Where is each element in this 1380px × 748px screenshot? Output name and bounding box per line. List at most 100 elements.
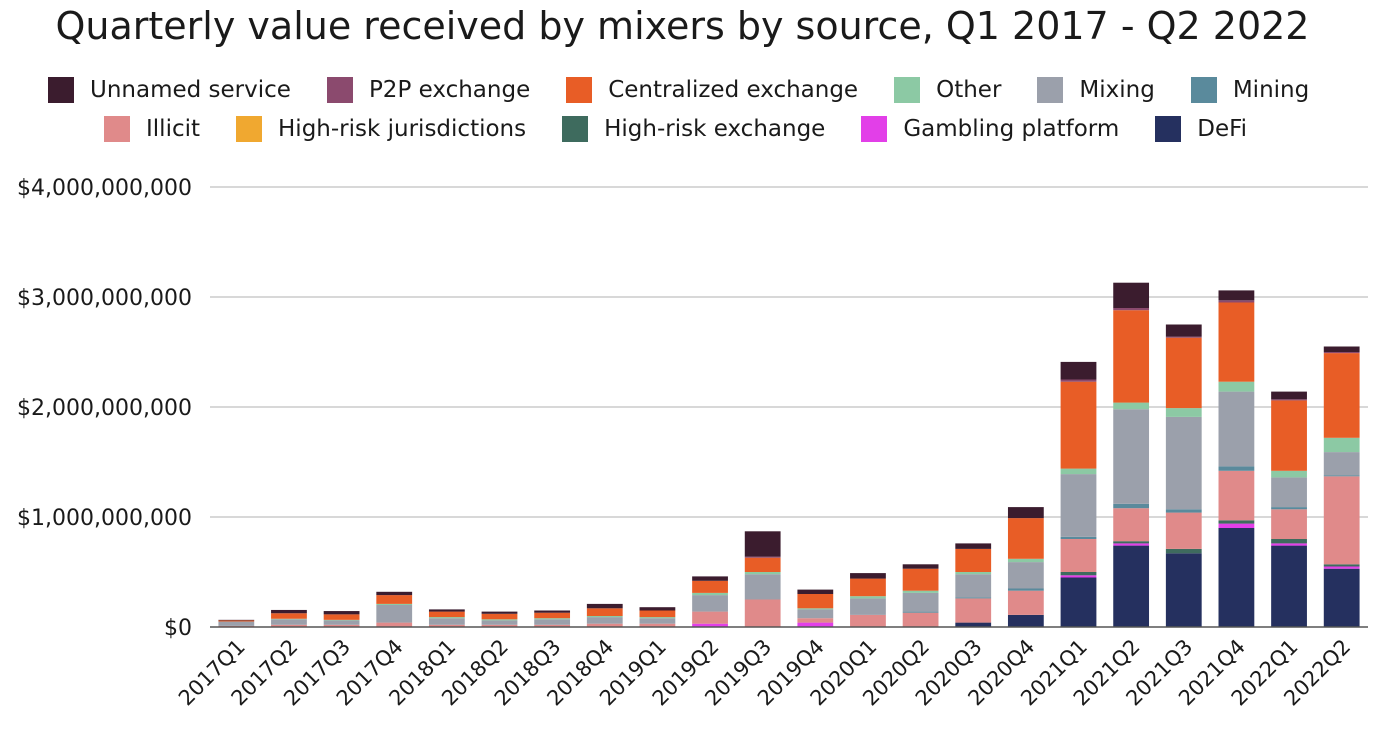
bar-segment-mixing [1165, 416, 1202, 510]
bar-segment-gambling-platform [1218, 523, 1255, 528]
legend-item-centralized-exchange: Centralized exchange [566, 77, 858, 103]
bar-segment-mining [1060, 536, 1097, 539]
bar-segment-centralized-exchange [1271, 400, 1307, 471]
bar-segment-unnamed-service [376, 591, 413, 596]
bar-segment-unnamed-service [323, 611, 360, 615]
bar-segment-mixing [323, 620, 360, 625]
bar-segment-defi [1323, 568, 1360, 627]
legend-label: Gambling platform [903, 116, 1120, 142]
bar-segment-unnamed-service [1271, 391, 1307, 400]
y-axis: $0 $1,000,000,000 $2,000,000,000 $3,000,000… [17, 176, 192, 641]
bar-stack-2021q2 [1113, 282, 1150, 627]
bar-segment-illicit [744, 599, 781, 627]
bar-stack-2020q1 [850, 573, 886, 627]
bar-segment-unnamed-service [534, 610, 571, 613]
y-tick-label: $2,000,000,000 [17, 396, 192, 421]
bar-segment-high-risk-exchange [1113, 541, 1150, 544]
bar-stack-2018q3 [534, 610, 571, 627]
bar-segment-other [586, 616, 623, 618]
bar-segment-unnamed-service [692, 576, 728, 581]
bar-stack-2020q3 [955, 543, 992, 627]
bar-segment-other [376, 603, 413, 605]
bar-stack-2019q1 [639, 607, 676, 627]
bar-segment-unnamed-service [797, 589, 834, 594]
legend-row: Unnamed service P2P exchange Centralized e… [48, 77, 1345, 103]
bar-stack-2022q1 [1271, 391, 1307, 627]
legend-swatch [326, 77, 353, 103]
bar-segment-mixing [586, 617, 623, 624]
bar-segment-mining [1271, 507, 1307, 510]
legend-swatch [562, 116, 589, 142]
bar-segment-centralized-exchange [850, 578, 886, 597]
bar-segment-centralized-exchange [1218, 302, 1255, 382]
bar-segment-other [323, 619, 360, 621]
bar-segment-gambling-platform [797, 622, 834, 627]
bar-segment-mining [1218, 466, 1255, 471]
legend-item-gambling-platform: Gambling platform [861, 116, 1119, 142]
bar-segment-mixing [639, 618, 676, 624]
bar-segment-illicit [955, 598, 992, 623]
bar-segment-illicit [1165, 512, 1202, 549]
legend-label: P2P exchange [368, 77, 531, 103]
bar-stack-2019q3 [744, 531, 781, 627]
legend-swatch [894, 77, 921, 103]
bar-stack-2018q2 [481, 611, 518, 627]
legend-item-high-risk-exchange: High-risk exchange [562, 116, 825, 142]
bar-segment-other [428, 617, 465, 619]
bar-segment-mixing [1113, 409, 1150, 504]
bar-segment-illicit [850, 614, 886, 627]
bar-segment-centralized-exchange [271, 613, 307, 619]
bar-segment-defi [1271, 545, 1307, 627]
bar-segment-mixing [1218, 391, 1255, 467]
bar-stack-2021q1 [1060, 361, 1097, 627]
bar-segment-mining [1165, 509, 1202, 513]
bar-segment-p2p-exchange [1218, 300, 1255, 303]
legend-item-unnamed-service: Unnamed service [48, 77, 291, 103]
bar-segment-illicit [1271, 509, 1307, 539]
bar-segment-mining [1323, 475, 1360, 477]
legend-swatch [236, 116, 263, 142]
legend-item-high-risk-jurisdictions: High-risk jurisdictions [236, 116, 526, 142]
bar-segment-mixing [744, 574, 781, 600]
bar-segment-other [639, 617, 676, 619]
bar-segment-defi [1165, 553, 1202, 627]
bar-segment-other [1323, 437, 1360, 453]
legend-swatch [104, 116, 130, 142]
bar-segment-unnamed-service [744, 531, 781, 557]
bar-segment-defi [1007, 614, 1044, 627]
y-tick-label: $4,000,000,000 [17, 176, 192, 201]
legend-item-mixing: Mixing [1037, 77, 1155, 103]
bar-segment-p2p-exchange [1271, 399, 1307, 401]
legend-swatch [566, 77, 593, 103]
bars [218, 282, 1360, 627]
bar-segment-mixing [692, 595, 728, 612]
bar-segment-illicit [271, 624, 307, 627]
bar-segment-unnamed-service [1218, 290, 1255, 301]
bar-segment-gambling-platform [1271, 543, 1307, 546]
bar-segment-illicit [534, 624, 571, 627]
legend-swatch [861, 116, 888, 142]
bar-segment-p2p-exchange [1165, 336, 1202, 338]
bar-segment-p2p-exchange [1113, 308, 1150, 311]
bar-segment-unnamed-service [850, 573, 886, 579]
bar-segment-centralized-exchange [1323, 353, 1360, 438]
y-tick-label: $0 [164, 616, 192, 641]
bar-segment-p2p-exchange [1323, 352, 1360, 354]
bar-segment-mixing [376, 605, 413, 623]
bar-segment-mining [902, 611, 939, 613]
bar-segment-illicit [586, 623, 623, 627]
bar-segment-centralized-exchange [639, 610, 676, 618]
bar-stack-2017q4 [376, 591, 413, 627]
legend-label: High-risk jurisdictions [278, 116, 527, 142]
bar-segment-other [1113, 402, 1150, 410]
bar-segment-centralized-exchange [902, 568, 939, 591]
bar-segment-gambling-platform [692, 623, 728, 627]
bar-segment-mixing [218, 621, 255, 626]
bar-stack-2021q3 [1165, 324, 1202, 627]
bar-segment-other [744, 572, 781, 575]
bar-stack-2017q2 [271, 609, 307, 627]
bar-segment-other [1218, 381, 1255, 392]
legend-label: High-risk exchange [604, 116, 826, 142]
bar-segment-mixing [534, 619, 571, 625]
